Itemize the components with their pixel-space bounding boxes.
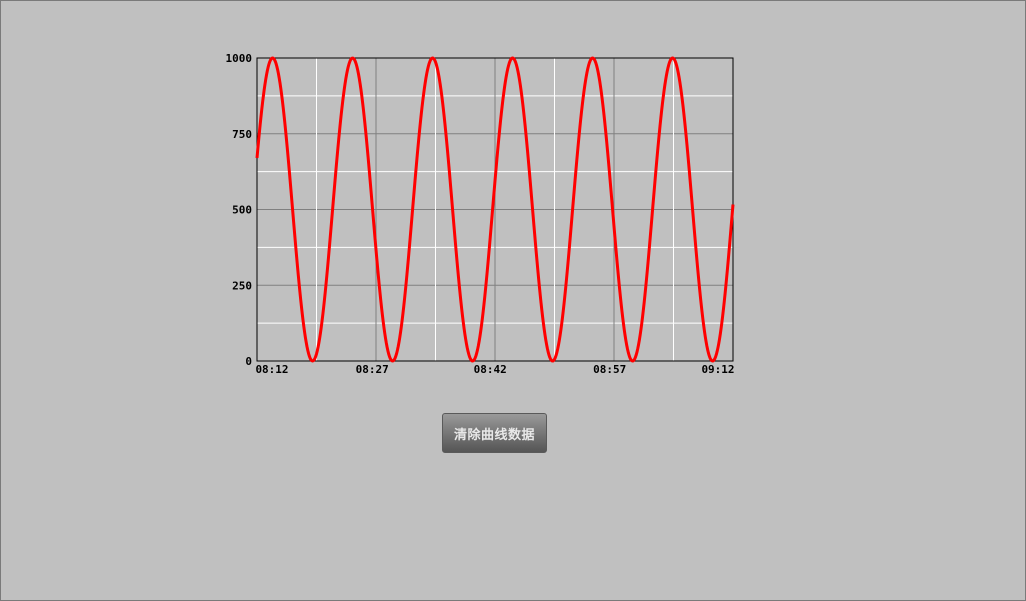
y-tick-label: 500 xyxy=(232,204,252,217)
x-tick-label: 08:27 xyxy=(356,363,389,376)
x-tick-label: 09:12 xyxy=(701,363,734,376)
trend-chart: 0 250 500 750 1000 08:12 08:27 08:42 08:57 09:12 xyxy=(226,52,735,376)
x-tick-label: 08:57 xyxy=(593,363,626,376)
series-line xyxy=(255,56,735,363)
y-tick-label: 750 xyxy=(232,128,252,141)
x-tick-label: 08:42 xyxy=(474,363,507,376)
clear-curve-data-button[interactable]: 清除曲线数据 xyxy=(442,413,547,453)
y-tick-label: 0 xyxy=(245,355,252,368)
y-tick-label: 250 xyxy=(232,279,252,292)
x-tick-label: 08:12 xyxy=(255,363,288,376)
y-tick-label: 1000 xyxy=(226,52,253,65)
